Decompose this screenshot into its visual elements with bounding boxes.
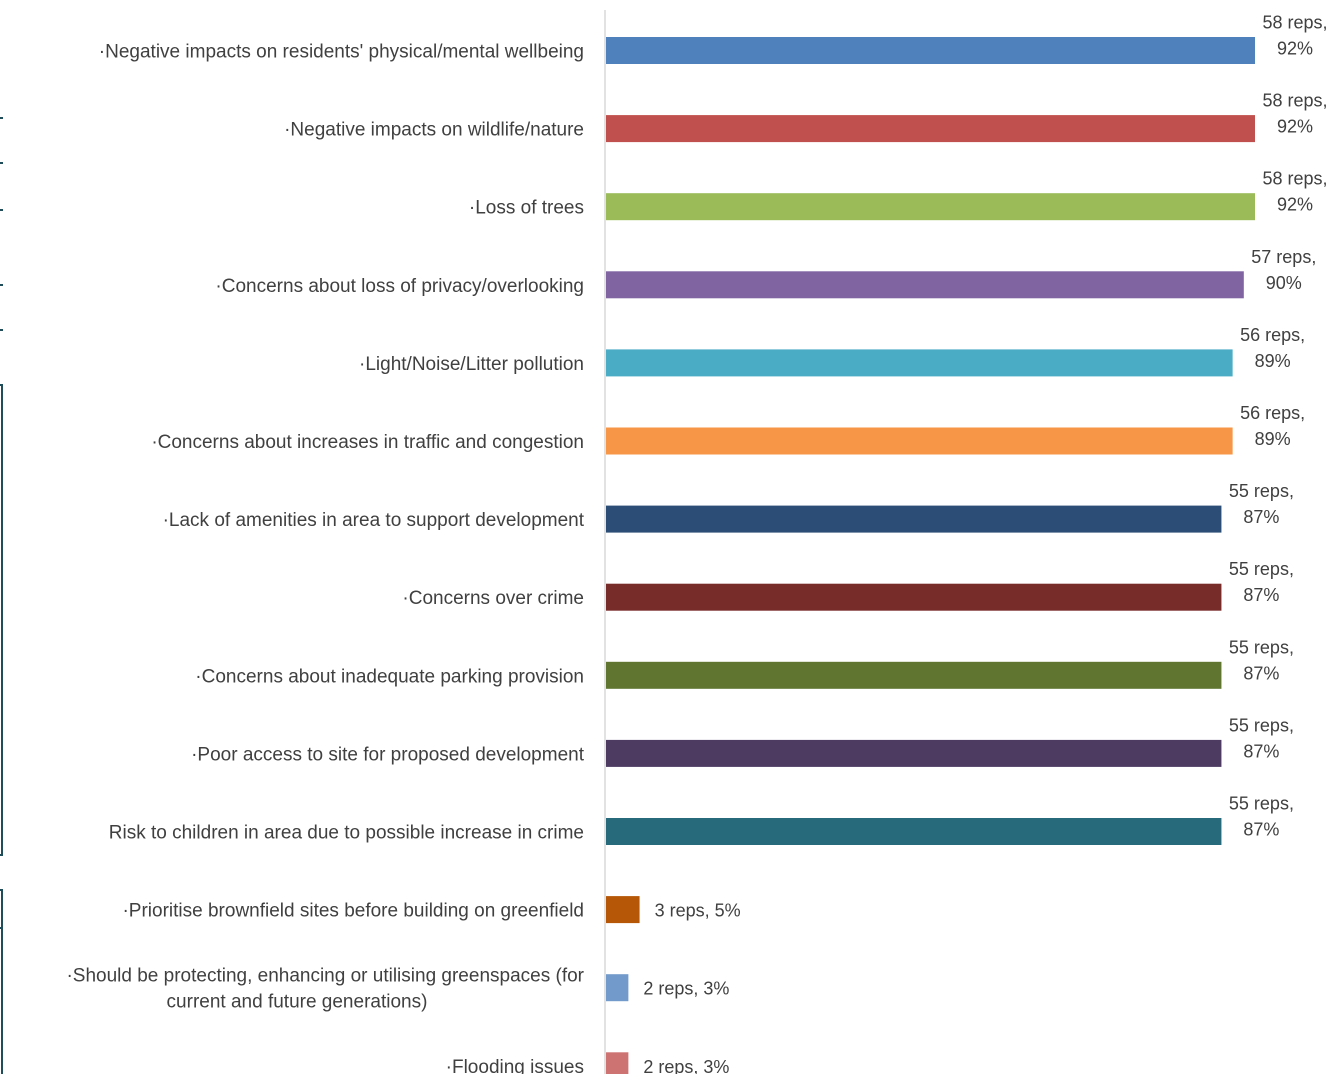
category-label: ·Concerns about loss of privacy/overlook… bbox=[215, 276, 584, 297]
data-label: 58 reps, 92% bbox=[1262, 13, 1327, 59]
bar-5 bbox=[606, 427, 1233, 455]
data-label: 58 reps, 92% bbox=[1262, 169, 1327, 215]
data-label: 55 reps, 87% bbox=[1229, 715, 1294, 761]
category-label: ·Negative impacts on wildlife/nature bbox=[284, 120, 584, 141]
category-label: ·Flooding issues bbox=[446, 1057, 584, 1074]
category-label: ·Light/Noise/Litter pollution bbox=[359, 354, 584, 375]
category-label: ·Loss of trees bbox=[469, 198, 584, 219]
bar-9 bbox=[606, 739, 1222, 767]
bar-12 bbox=[606, 974, 629, 1002]
bar-13 bbox=[606, 1052, 629, 1074]
left-edge-marks bbox=[0, 117, 3, 1074]
category-label: ·Lack of amenities in area to support de… bbox=[163, 510, 585, 531]
data-label: 55 reps, 87% bbox=[1229, 637, 1294, 683]
bar-8 bbox=[606, 661, 1222, 689]
bar-6 bbox=[606, 505, 1222, 533]
category-label: ·Prioritise brownfield sites before buil… bbox=[122, 901, 584, 922]
bar-2 bbox=[606, 193, 1255, 221]
bar-7 bbox=[606, 583, 1222, 611]
category-label: ·Negative impacts on residents' physical… bbox=[99, 42, 584, 63]
category-label: ·Poor access to site for proposed develo… bbox=[191, 744, 585, 765]
data-label: 55 reps, 87% bbox=[1229, 794, 1294, 840]
category-label: ·Should be protecting, enhancing or util… bbox=[66, 966, 584, 1013]
data-labels-group: 58 reps, 92% 58 reps, 92% 58 reps, 92% 57 reps… bbox=[643, 13, 1327, 1074]
category-labels-group: ·Negative impacts on residents' physical… bbox=[66, 42, 584, 1074]
bar-1 bbox=[606, 115, 1255, 143]
category-label: ·Concerns over crime bbox=[402, 588, 584, 609]
bar-10 bbox=[606, 818, 1222, 845]
data-label: 2 reps, 3% bbox=[643, 1057, 729, 1074]
category-label: ·Concerns about inadequate parking provi… bbox=[195, 666, 584, 687]
bar-0 bbox=[606, 37, 1255, 64]
data-label: 58 reps, 92% bbox=[1262, 91, 1327, 137]
category-label: Risk to children in area due to possible… bbox=[109, 823, 584, 844]
category-label: ·Concerns about increases in traffic and… bbox=[151, 432, 584, 453]
data-label: 56 reps, 89% bbox=[1240, 403, 1305, 449]
bar-11 bbox=[606, 896, 640, 924]
data-label: 2 reps, 3% bbox=[643, 979, 729, 999]
data-label: 55 reps, 87% bbox=[1229, 481, 1294, 527]
data-label: 56 reps, 89% bbox=[1240, 325, 1305, 371]
bar-3 bbox=[606, 271, 1244, 299]
data-label: 3 reps, 5% bbox=[655, 901, 741, 921]
bar-4 bbox=[606, 349, 1233, 377]
bars-group bbox=[606, 37, 1255, 1074]
data-label: 55 reps, 87% bbox=[1229, 559, 1294, 605]
data-label: 57 reps, 90% bbox=[1251, 247, 1316, 293]
